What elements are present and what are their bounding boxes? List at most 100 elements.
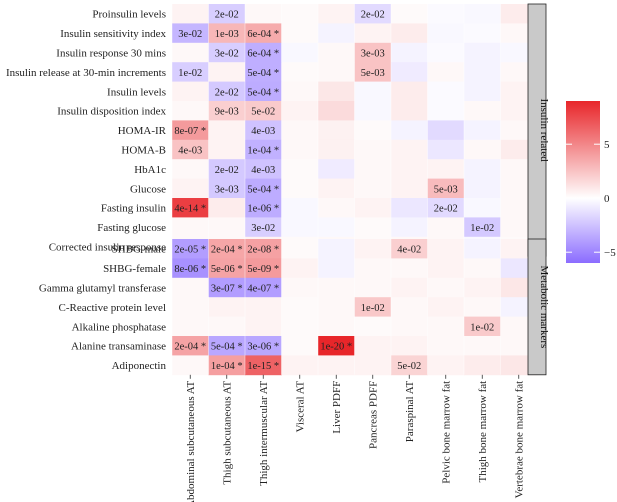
row-label: Glucose	[130, 183, 166, 195]
heatmap-cell	[245, 217, 282, 238]
column-label: Pelvic bone marrow fat	[441, 381, 453, 484]
heatmap-cell	[464, 101, 501, 121]
heatmap-cell	[318, 239, 355, 259]
cell-label: 6e-04 *	[247, 29, 279, 40]
heatmap-cell	[391, 120, 428, 141]
heatmap-cell	[427, 81, 465, 102]
heatmap-cell	[208, 120, 246, 141]
heatmap-cell	[281, 4, 319, 24]
heatmap-cell	[427, 198, 465, 218]
heatmap-cell	[281, 23, 319, 44]
heatmap-cell	[354, 159, 392, 179]
heatmap-cell	[208, 277, 246, 298]
heatmap-cell	[245, 316, 282, 337]
heatmap-cell	[208, 239, 246, 259]
heatmap-cell	[464, 159, 501, 179]
heatmap-cell	[172, 139, 209, 160]
cell-label: 1e-04 *	[247, 146, 279, 157]
heatmap-cell	[208, 336, 246, 356]
heatmap-cell	[427, 101, 465, 121]
cell-label: 5e-04 *	[247, 87, 279, 98]
cell-label: 1e-02	[361, 303, 385, 314]
heatmap-cell	[245, 42, 282, 63]
heatmap-cell	[427, 336, 465, 356]
heatmap-cell	[464, 277, 501, 298]
heatmap-cell	[318, 159, 355, 179]
cell-label: 5e-02	[251, 107, 275, 118]
cell-label: 4e-03	[251, 126, 275, 137]
cell-label: 1e-02	[178, 68, 202, 79]
heatmap-cell	[208, 42, 246, 63]
facet-panel: 2e-02 2e-02 3e-02 1e-03 6e-04 * 3e-02 6e-04 * 3…	[171, 4, 538, 257]
heatmap-cell	[281, 316, 319, 337]
heatmap-cell	[208, 178, 246, 199]
row-label: Adiponectin	[112, 360, 167, 372]
column-labels: Abdominal subcutaneous AT Thigh subcutane…	[185, 374, 526, 502]
cell-label: 2e-04 *	[174, 342, 206, 353]
cell-label: 1e-15 *	[247, 361, 279, 372]
heatmap-cell	[318, 81, 355, 102]
heatmap-cell	[318, 139, 355, 160]
heatmap-cell	[354, 120, 392, 141]
heatmap-cell	[391, 316, 428, 337]
heatmap-cell	[464, 139, 501, 160]
heatmap-cell	[245, 336, 282, 356]
heatmap-cell	[208, 159, 246, 179]
heatmap-cell	[464, 355, 501, 376]
column-label: Liver PDFF	[331, 381, 343, 434]
cell-label: 4e-03	[178, 146, 202, 157]
heatmap-cell	[391, 336, 428, 356]
heatmap-cell	[245, 101, 282, 121]
heatmap-cell	[172, 217, 209, 238]
heatmap-cell	[391, 217, 428, 238]
cell-label: 5e-03	[361, 68, 385, 79]
heatmap-cell	[427, 159, 465, 179]
heatmap-cell	[391, 277, 428, 298]
heatmap-cell	[172, 277, 209, 298]
heatmap-cell	[354, 139, 392, 160]
heatmap-cell	[464, 23, 501, 44]
heatmap-cell	[354, 217, 392, 238]
heatmap-cell	[245, 139, 282, 160]
heatmap-cell	[281, 139, 319, 160]
heatmap-cell	[391, 159, 428, 179]
heatmap-cell	[208, 316, 246, 337]
heatmap-cell	[245, 4, 282, 24]
heatmap-cell	[464, 336, 501, 356]
cell-label: 4e-14 *	[174, 204, 206, 215]
heatmap-cell	[427, 239, 465, 259]
heatmap-cell	[318, 120, 355, 141]
heatmap-cell	[354, 316, 392, 337]
heatmap-cell	[245, 62, 282, 82]
heatmap-cell	[245, 81, 282, 102]
row-label: Insulin levels	[107, 86, 166, 98]
heatmap-cell	[281, 258, 319, 279]
cell-label: 9e-03	[215, 107, 239, 118]
heatmap-cell	[427, 297, 465, 317]
row-label: Alkaline phosphatase	[72, 321, 167, 333]
heatmap-cell	[281, 297, 319, 317]
row-label: Alanine transaminase	[71, 341, 166, 353]
cell-label: 5e-03	[434, 184, 458, 195]
heatmap-cell	[281, 239, 319, 259]
cell-label: 1e-20 *	[320, 342, 352, 353]
heatmap-cell	[427, 62, 465, 82]
heatmap-cell	[427, 23, 465, 44]
heatmap-cell	[281, 120, 319, 141]
heatmap-cell	[281, 42, 319, 63]
heatmap-cell	[354, 178, 392, 199]
heatmap-cell	[208, 258, 246, 279]
heatmap-cell	[391, 139, 428, 160]
heatmap-cell	[318, 23, 355, 44]
heatmap-cell	[464, 239, 501, 259]
cell-label: 8e-07 *	[174, 126, 206, 137]
row-label: HOMA-B	[121, 145, 166, 157]
row-label: Fasting insulin	[101, 203, 167, 215]
heatmap-cell	[172, 81, 209, 102]
heatmap-cell	[391, 198, 428, 218]
row-label: SHBG-male	[112, 244, 167, 256]
heatmap-cell	[281, 62, 319, 82]
cell-label: 8e-06 *	[174, 264, 206, 275]
row-label: SHBG-female	[103, 263, 166, 275]
